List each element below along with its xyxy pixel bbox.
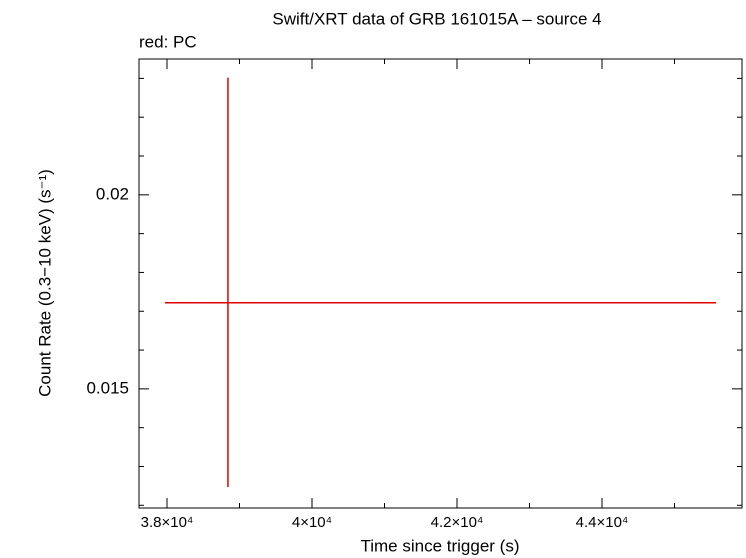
x-axis-label: Time since trigger (s) [360,536,519,555]
plot-frame [138,58,743,509]
y-axis-label: Count Rate (0.3−10 keV) (s⁻¹) [35,169,54,397]
x-tick-label: 3.8×10⁴ [141,514,194,531]
y-tick-label: 0.015 [86,378,129,397]
chart-subtitle: red: PC [139,32,197,51]
x-tick-label: 4×10⁴ [292,514,332,531]
y-tick-label: 0.02 [96,184,129,203]
chart-title: Swift/XRT data of GRB 161015A – source 4 [272,9,601,28]
x-tick-label: 4.2×10⁴ [431,514,484,531]
x-tick-label: 4.4×10⁴ [576,514,629,531]
